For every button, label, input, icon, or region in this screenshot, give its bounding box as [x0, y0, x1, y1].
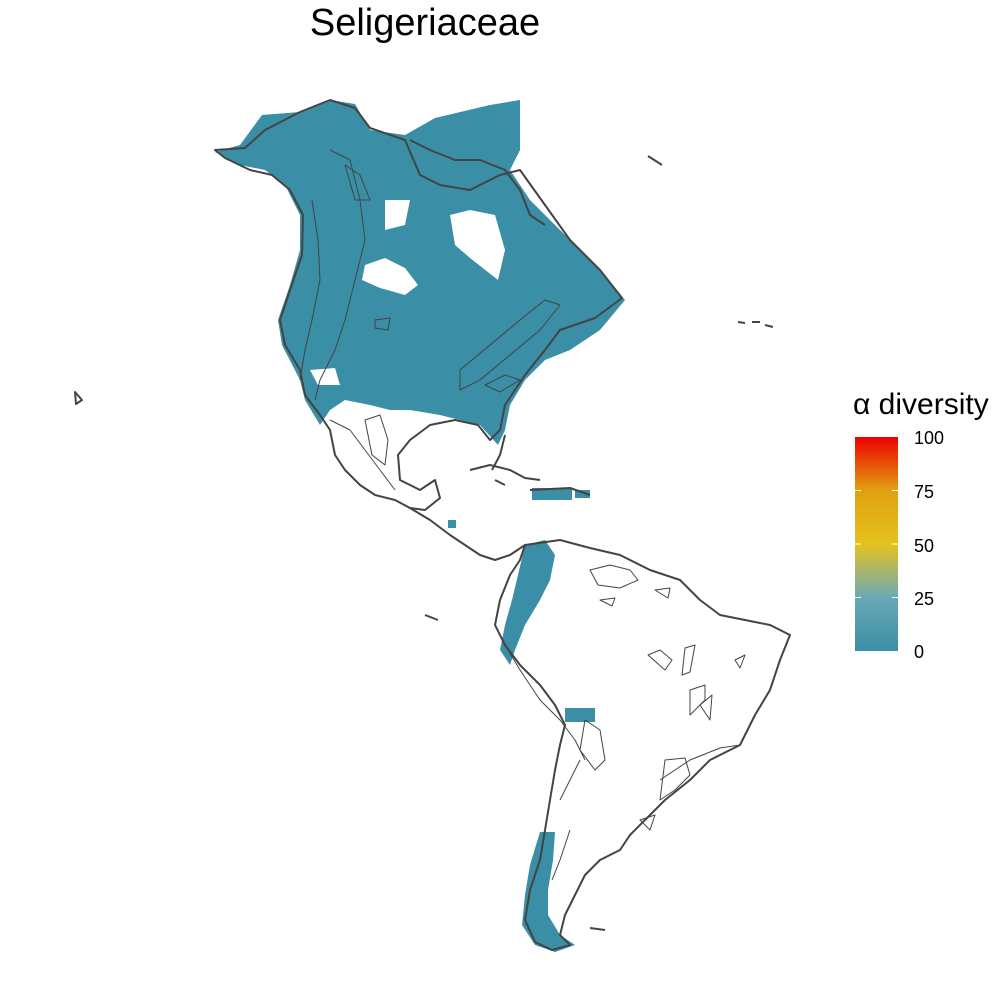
legend-title: α diversity — [853, 388, 989, 421]
map-title: Seligeriaceae — [309, 2, 541, 44]
patagonia-diversity-fill — [522, 832, 575, 952]
legend-tick-100: 100 — [914, 428, 945, 448]
arctic-gap-1 — [385, 200, 410, 230]
color-scale-bar — [855, 437, 898, 651]
legend-tick-50: 50 — [914, 536, 935, 556]
legend-tick-0: 0 — [914, 642, 925, 662]
prairie-gap — [362, 258, 418, 295]
ecoregion-outlines — [299, 149, 746, 881]
legend-tick-25: 25 — [914, 589, 935, 609]
andes-cell — [565, 708, 595, 722]
coastline-outlines — [74, 99, 791, 951]
southwest-gap — [310, 368, 340, 385]
north-america-diversity-fill — [215, 100, 625, 445]
caribbean-cell — [575, 490, 590, 498]
caribbean-cell — [532, 488, 572, 500]
legend-tick-75: 75 — [914, 482, 935, 502]
hudson-bay-gap — [450, 210, 505, 280]
andes-diversity-fill — [500, 540, 555, 665]
central-america-cell — [448, 520, 456, 528]
